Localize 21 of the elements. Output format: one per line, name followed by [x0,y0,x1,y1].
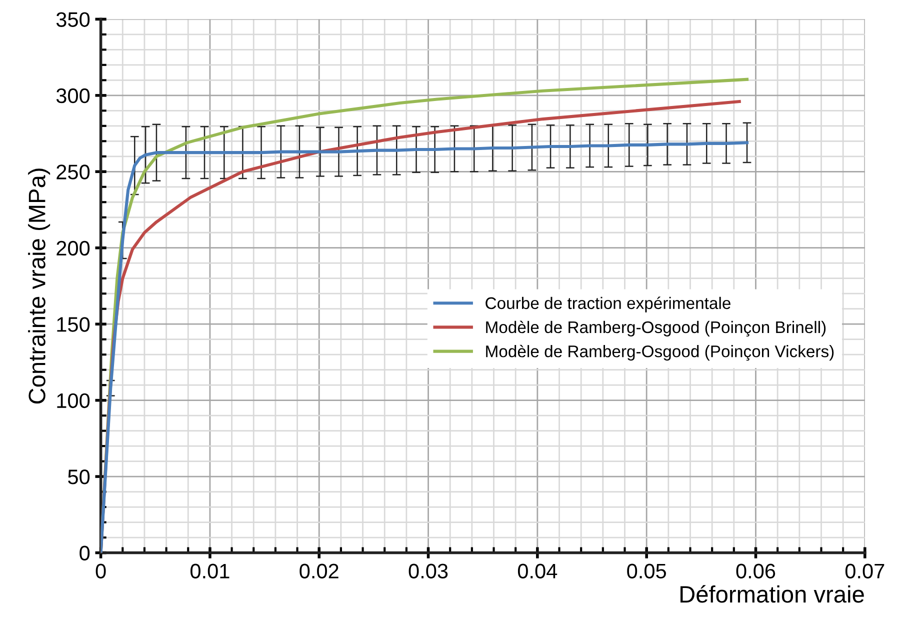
y-tick-label: 150 [57,317,90,332]
y-tick-label: 350 [56,12,90,27]
y-axis-title: Contrainte vraie (MPa) [28,168,50,404]
x-axis-title: Déformation vraie [680,585,864,603]
y-tick-label: 100 [57,393,90,408]
x-tick-label: 0.01 [190,564,230,578]
y-tick-label: 250 [56,164,90,180]
legend-label: Courbe de traction expérimentale [486,296,730,312]
legend-label: Modèle de Ramberg-Osgood (Poinçon Brinell) [486,320,826,337]
x-tick-label: 0.07 [845,564,884,578]
legend-label: Modèle de Ramberg-Osgood (Poinçon Vickers) [486,344,834,361]
y-tick-label: 50 [68,470,90,484]
y-tick-label: 0 [80,546,90,561]
x-tick-label: 0.05 [627,564,666,578]
y-tick-label: 300 [56,88,90,104]
x-tick-label: 0.04 [518,564,558,578]
x-tick-label: 0 [96,564,106,578]
y-tick-label: 200 [56,240,90,256]
x-tick-label: 0.02 [300,564,338,578]
x-tick-label: 0.06 [736,564,776,578]
x-tick-label: 0.03 [408,564,448,578]
